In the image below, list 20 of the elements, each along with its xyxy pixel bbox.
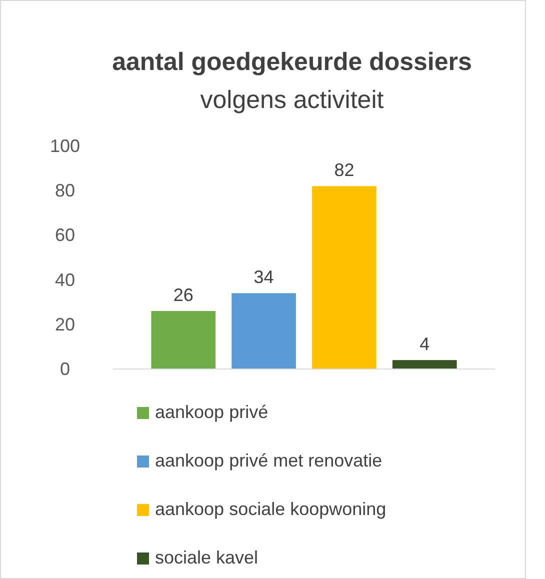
data-label: 4: [420, 334, 430, 354]
legend-label: aankoop privé: [155, 402, 268, 422]
y-tick-label: 0: [60, 359, 70, 379]
y-tick-label: 40: [54, 270, 76, 290]
chart-title: aantal goedgekeurde dossiers: [112, 48, 472, 76]
legend-label: aankoop sociale koopwoning: [155, 499, 386, 519]
bar: [392, 360, 457, 369]
legend-label: sociale kavel: [155, 548, 258, 568]
bar: [151, 311, 216, 369]
bar: [312, 186, 376, 369]
bar: [232, 293, 296, 369]
data-label: 82: [334, 160, 354, 180]
chart-subtitle: volgens activiteit: [200, 86, 384, 114]
y-tick-label: 20: [54, 314, 76, 334]
y-tick-label: 60: [54, 225, 76, 246]
y-tick-label: 100: [50, 136, 80, 156]
legend-label: aankoop privé met renovatie: [155, 450, 382, 470]
data-label: 26: [173, 285, 194, 306]
data-label: 34: [254, 267, 274, 288]
y-tick-label: 80: [54, 180, 76, 201]
